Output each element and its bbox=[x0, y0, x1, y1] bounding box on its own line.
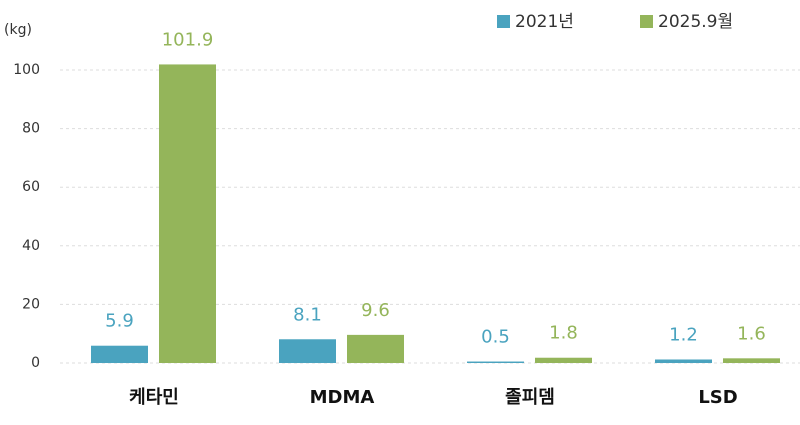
y-tick-label: 40 bbox=[22, 238, 40, 254]
legend-swatch bbox=[497, 15, 510, 28]
legend-label: 2025.9월 bbox=[658, 12, 733, 32]
bar bbox=[159, 64, 216, 364]
value-label: 1.8 bbox=[549, 323, 578, 344]
bar bbox=[723, 358, 780, 363]
bar bbox=[347, 334, 404, 363]
bar bbox=[655, 359, 712, 363]
bar bbox=[279, 339, 336, 363]
value-label: 1.2 bbox=[669, 324, 698, 345]
x-tick-label: 졸피뎀 bbox=[505, 387, 555, 408]
legend-label: 2021년 bbox=[515, 12, 574, 32]
legend-swatch bbox=[640, 15, 653, 28]
x-tick-label: LSD bbox=[698, 387, 737, 408]
y-tick-label: 80 bbox=[22, 121, 40, 137]
value-label: 1.6 bbox=[737, 323, 766, 344]
y-tick-label: 60 bbox=[22, 179, 40, 195]
value-label: 101.9 bbox=[162, 29, 214, 50]
y-axis-label: (kg) bbox=[4, 22, 32, 38]
bar bbox=[535, 357, 592, 363]
bar bbox=[91, 345, 148, 363]
y-tick-label: 0 bbox=[31, 355, 40, 371]
x-tick-label: 케타민 bbox=[129, 387, 179, 408]
x-tick-label: MDMA bbox=[310, 387, 375, 408]
value-label: 8.1 bbox=[293, 304, 322, 325]
value-label: 0.5 bbox=[481, 327, 510, 348]
y-tick-label: 100 bbox=[13, 62, 40, 78]
y-tick-label: 20 bbox=[22, 296, 40, 312]
value-label: 5.9 bbox=[105, 311, 134, 332]
bar bbox=[467, 361, 524, 363]
value-label: 9.6 bbox=[361, 300, 390, 321]
